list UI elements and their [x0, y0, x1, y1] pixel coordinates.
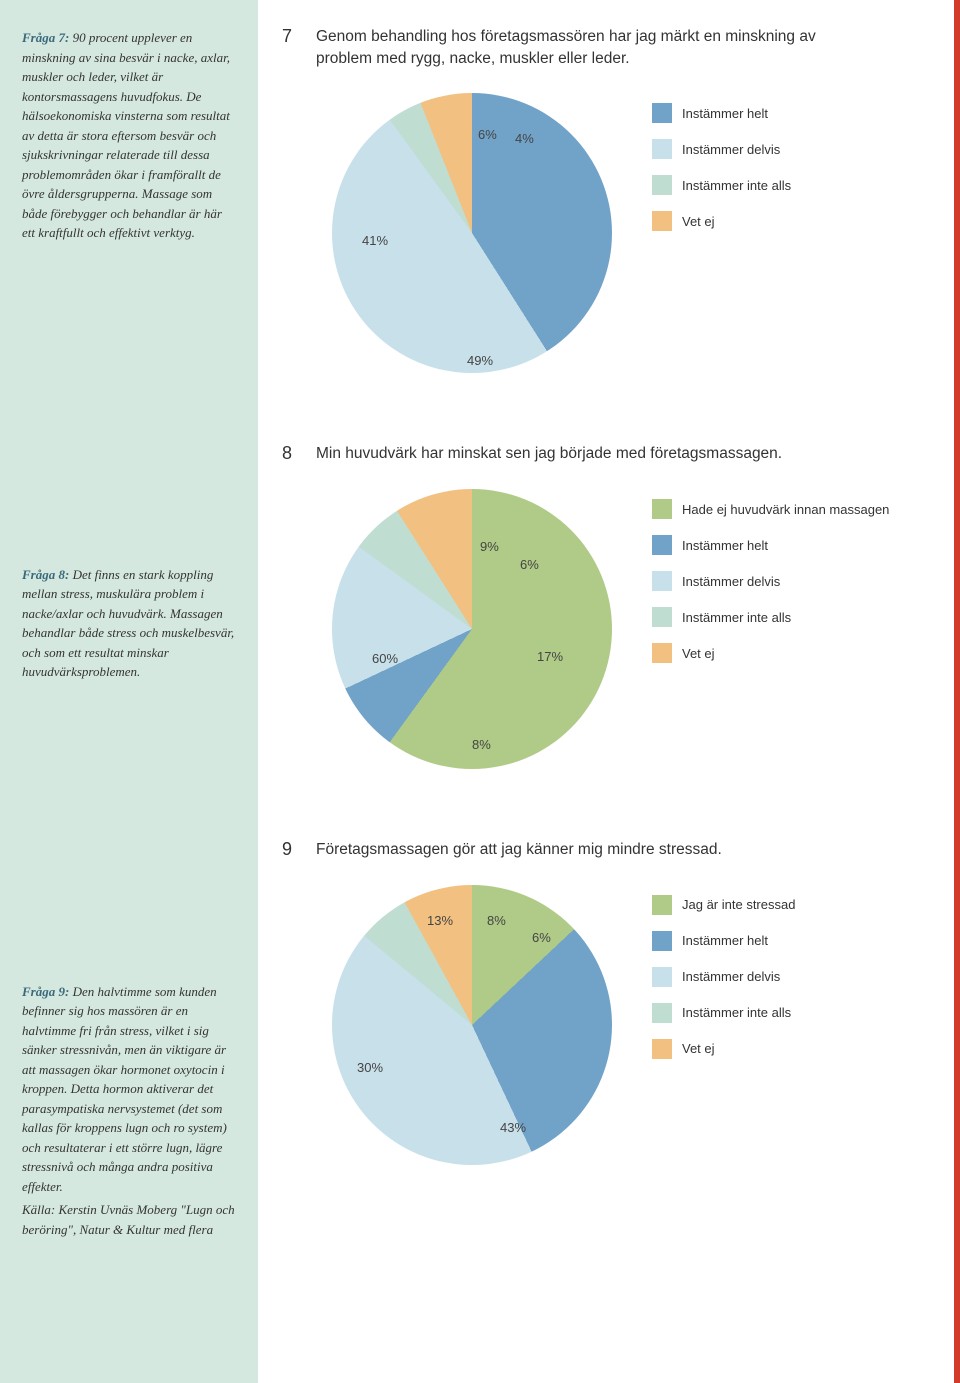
legend-swatch — [652, 607, 672, 627]
legend-label: Vet ej — [682, 646, 715, 661]
pie-slice-label: 30% — [357, 1060, 383, 1075]
question-9-number: 9 — [282, 839, 316, 861]
legend-swatch — [652, 535, 672, 555]
pie-chart-9: 13% 30% 43% 6% 8% — [322, 875, 622, 1175]
section-q7: 7 Genom behandling hos företagsmassören … — [282, 26, 920, 383]
pie-slice-label: 43% — [500, 1120, 526, 1135]
legend-item: Instämmer delvis — [652, 967, 795, 987]
legend-label: Instämmer helt — [682, 933, 768, 948]
legend-8: Hade ej huvudvärk innan massagen Instämme… — [652, 499, 889, 679]
legend-label: Jag är inte stressad — [682, 897, 795, 912]
pie-slice-label: 49% — [467, 353, 493, 368]
pie-slice-label: 41% — [362, 233, 388, 248]
question-8-number: 8 — [282, 443, 316, 465]
sidebar-q7-text: 90 procent upplever en minskning av sina… — [22, 30, 230, 240]
pie-slice-label: 6% — [520, 557, 539, 572]
sidebar-q9-label: Fråga 9: — [22, 984, 69, 999]
legend-swatch — [652, 103, 672, 123]
sidebar-q9: Fråga 9: Den halvtimme som kunden befinn… — [22, 982, 236, 1240]
legend-swatch — [652, 931, 672, 951]
legend-label: Instämmer helt — [682, 538, 768, 553]
sidebar-q7-label: Fråga 7: — [22, 30, 69, 45]
legend-swatch — [652, 571, 672, 591]
legend-7: Instämmer helt Instämmer delvis Instämmer … — [652, 103, 791, 247]
legend-swatch — [652, 1039, 672, 1059]
question-9-header: 9 Företagsmassagen gör att jag känner mi… — [282, 839, 920, 861]
sidebar-q9-source: Källa: Kerstin Uvnäs Moberg "Lugn och be… — [22, 1200, 236, 1239]
question-9-title: Företagsmassagen gör att jag känner mig … — [316, 839, 722, 861]
legend-label: Instämmer inte alls — [682, 1005, 791, 1020]
pie-slice-label: 60% — [372, 651, 398, 666]
legend-label: Vet ej — [682, 214, 715, 229]
legend-label: Instämmer delvis — [682, 142, 780, 157]
legend-item: Instämmer inte alls — [652, 607, 889, 627]
legend-swatch — [652, 499, 672, 519]
pie — [332, 489, 612, 769]
legend-item: Instämmer helt — [652, 931, 795, 951]
sidebar-q7: Fråga 7: 90 procent upplever en minsknin… — [22, 28, 236, 243]
pie-slice-label: 9% — [480, 539, 499, 554]
pie-slice-label: 4% — [515, 131, 534, 146]
legend-item: Instämmer delvis — [652, 571, 889, 591]
legend-swatch — [652, 211, 672, 231]
legend-label: Instämmer delvis — [682, 574, 780, 589]
legend-label: Instämmer helt — [682, 106, 768, 121]
legend-label: Vet ej — [682, 1041, 715, 1056]
legend-swatch — [652, 175, 672, 195]
legend-item: Vet ej — [652, 211, 791, 231]
legend-swatch — [652, 643, 672, 663]
pie-slice-label: 17% — [537, 649, 563, 664]
legend-swatch — [652, 1003, 672, 1023]
chart-row-8: 60% 8% 17% 6% 9% Hade ej huvudvärk innan mas… — [282, 479, 920, 779]
legend-item: Hade ej huvudvärk innan massagen — [652, 499, 889, 519]
pie-chart-7: 41% 49% 4% 6% — [322, 83, 622, 383]
legend-item: Vet ej — [652, 643, 889, 663]
legend-swatch — [652, 139, 672, 159]
legend-item: Jag är inte stressad — [652, 895, 795, 915]
sidebar: Fråga 7: 90 procent upplever en minsknin… — [0, 0, 258, 1383]
legend-9: Jag är inte stressad Instämmer helt Instäm… — [652, 895, 795, 1075]
section-q9: 9 Företagsmassagen gör att jag känner mi… — [282, 839, 920, 1175]
sidebar-q8: Fråga 8: Det finns en stark koppling mel… — [22, 565, 236, 682]
pie-slice-label: 8% — [472, 737, 491, 752]
pie-slice-label: 13% — [427, 913, 453, 928]
question-8-title: Min huvudvärk har minskat sen jag börjad… — [316, 443, 782, 465]
chart-row-7: 41% 49% 4% 6% Instämmer helt Instämmer delvi… — [282, 83, 920, 383]
pie-slice-label: 6% — [532, 930, 551, 945]
question-7-number: 7 — [282, 26, 316, 69]
legend-item: Instämmer inte alls — [652, 1003, 795, 1023]
legend-swatch — [652, 895, 672, 915]
question-8-header: 8 Min huvudvärk har minskat sen jag börj… — [282, 443, 920, 465]
pie-slice-label: 8% — [487, 913, 506, 928]
sidebar-q8-text: Det finns en stark koppling mellan stres… — [22, 567, 234, 680]
sidebar-q9-text: Den halvtimme som kunden befinner sig ho… — [22, 984, 227, 1194]
legend-item: Vet ej — [652, 1039, 795, 1059]
pie-chart-8: 60% 8% 17% 6% 9% — [322, 479, 622, 779]
red-accent-bar — [954, 0, 960, 1383]
question-7-header: 7 Genom behandling hos företagsmassören … — [282, 26, 920, 69]
legend-item: Instämmer helt — [652, 103, 791, 123]
legend-swatch — [652, 967, 672, 987]
pie — [332, 885, 612, 1165]
question-7-title: Genom behandling hos företagsmassören ha… — [316, 26, 876, 69]
legend-label: Instämmer delvis — [682, 969, 780, 984]
legend-label: Instämmer inte alls — [682, 610, 791, 625]
pie-slice-label: 6% — [478, 127, 497, 142]
legend-item: Instämmer helt — [652, 535, 889, 555]
legend-item: Instämmer inte alls — [652, 175, 791, 195]
legend-item: Instämmer delvis — [652, 139, 791, 159]
legend-label: Instämmer inte alls — [682, 178, 791, 193]
main-content: 7 Genom behandling hos företagsmassören … — [258, 0, 960, 1383]
sidebar-q8-label: Fråga 8: — [22, 567, 69, 582]
section-q8: 8 Min huvudvärk har minskat sen jag börj… — [282, 443, 920, 779]
legend-label: Hade ej huvudvärk innan massagen — [682, 502, 889, 517]
chart-row-9: 13% 30% 43% 6% 8% Jag är inte stressad Instäm… — [282, 875, 920, 1175]
